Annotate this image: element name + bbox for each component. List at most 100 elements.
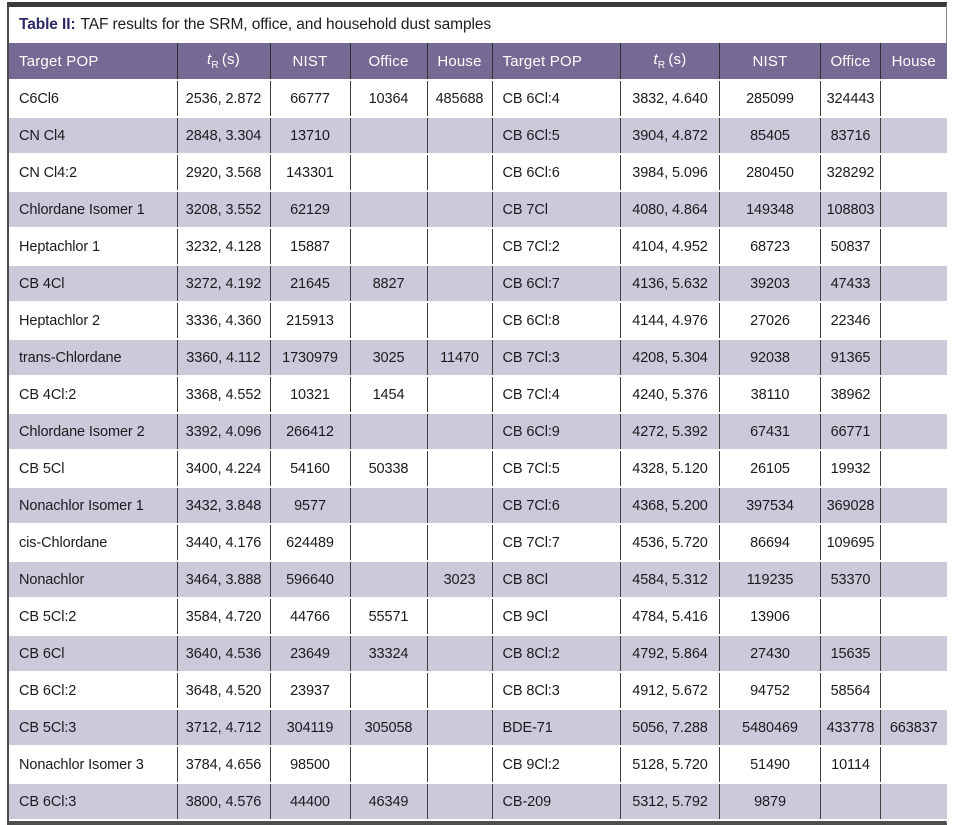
value-cell: 119235 [719, 561, 821, 599]
value-cell: 5128, 5.720 [620, 746, 720, 784]
value-cell: 3272, 4.192 [177, 265, 271, 303]
value-cell: 2920, 3.568 [177, 154, 271, 192]
value-cell [880, 117, 947, 155]
value-cell [880, 783, 947, 821]
target-pop-cell: trans-Chlordane [9, 339, 178, 377]
value-cell: 10114 [820, 746, 881, 784]
value-cell [880, 487, 947, 525]
value-cell [350, 672, 428, 710]
target-pop-cell: CB 6Cl [9, 635, 178, 673]
table-row: Nonachlor Isomer 3 3784, 4.656 98500 [9, 746, 493, 784]
value-cell: 46349 [350, 783, 428, 821]
value-cell: 397534 [719, 487, 821, 525]
target-pop-cell: CB 8Cl:3 [492, 672, 621, 710]
target-pop-cell: CB 7Cl:6 [492, 487, 621, 525]
value-cell: 3904, 4.872 [620, 117, 720, 155]
value-cell: 143301 [270, 154, 351, 192]
value-cell: 3432, 3.848 [177, 487, 271, 525]
value-cell: 3640, 4.536 [177, 635, 271, 673]
table-row: CB 6Cl:2 3648, 4.520 23937 [9, 672, 493, 710]
value-cell: 38110 [719, 376, 821, 414]
value-cell: 9879 [719, 783, 821, 821]
value-cell: 3712, 4.712 [177, 709, 271, 747]
value-cell: 10321 [270, 376, 351, 414]
value-cell: 94752 [719, 672, 821, 710]
value-cell: 485688 [427, 80, 493, 118]
target-pop-cell: CB 7Cl:2 [492, 228, 621, 266]
target-pop-cell: CB 6Cl:8 [492, 302, 621, 340]
value-cell: 83716 [820, 117, 881, 155]
value-cell [880, 191, 947, 229]
value-cell [350, 302, 428, 340]
table-row: CB 9Cl:2 5128, 5.720 51490 10114 [492, 746, 947, 784]
value-cell: 68723 [719, 228, 821, 266]
value-cell: 324443 [820, 80, 881, 118]
results-tables: Target POP tR (s) NIST Office House C6Cl6… [9, 43, 947, 821]
value-cell [880, 450, 947, 488]
value-cell [350, 746, 428, 784]
tr-unit: (s) [221, 51, 240, 68]
value-cell: 15635 [820, 635, 881, 673]
table-row: Chlordane Isomer 1 3208, 3.552 62129 [9, 191, 493, 229]
tr-symbol: t [653, 51, 658, 68]
table-row: CB 4Cl:2 3368, 4.552 10321 1454 [9, 376, 493, 414]
target-pop-cell: cis-Chlordane [9, 524, 178, 562]
table-title-label: Table II: [19, 16, 76, 33]
table-row: CB 7Cl:6 4368, 5.200 397534 369028 [492, 487, 947, 525]
table-row: CB 6Cl:9 4272, 5.392 67431 66771 [492, 413, 947, 451]
value-cell: 3784, 4.656 [177, 746, 271, 784]
value-cell: 11470 [427, 339, 493, 377]
target-pop-cell: CB 5Cl:2 [9, 598, 178, 636]
value-cell [880, 154, 947, 192]
target-pop-cell: CB 4Cl:2 [9, 376, 178, 414]
value-cell [880, 598, 947, 636]
value-cell: 51490 [719, 746, 821, 784]
value-cell: 86694 [719, 524, 821, 562]
value-cell: 433778 [820, 709, 881, 747]
value-cell: 3400, 4.224 [177, 450, 271, 488]
tr-symbol: t [207, 51, 212, 68]
column-header-retention-time: tR (s) [620, 43, 720, 81]
value-cell: 85405 [719, 117, 821, 155]
value-cell [880, 228, 947, 266]
value-cell [427, 117, 493, 155]
value-cell: 21645 [270, 265, 351, 303]
value-cell: 4584, 5.312 [620, 561, 720, 599]
table-row: C6Cl6 2536, 2.872 66777 10364 485688 [9, 80, 493, 118]
value-cell: 44766 [270, 598, 351, 636]
value-cell [427, 154, 493, 192]
column-header-nist: NIST [270, 43, 351, 81]
value-cell [427, 191, 493, 229]
target-pop-cell: CB 9Cl [492, 598, 621, 636]
value-cell [350, 487, 428, 525]
value-cell: 54160 [270, 450, 351, 488]
value-cell: 13710 [270, 117, 351, 155]
value-cell: 109695 [820, 524, 881, 562]
value-cell [350, 117, 428, 155]
table-row: CB 5Cl 3400, 4.224 54160 50338 [9, 450, 493, 488]
value-cell: 66777 [270, 80, 351, 118]
table-row: CB 7Cl:4 4240, 5.376 38110 38962 [492, 376, 947, 414]
value-cell: 4136, 5.632 [620, 265, 720, 303]
value-cell: 1730979 [270, 339, 351, 377]
value-cell: 3336, 4.360 [177, 302, 271, 340]
value-cell [427, 413, 493, 451]
column-header-nist: NIST [719, 43, 821, 81]
value-cell: 4240, 5.376 [620, 376, 720, 414]
value-cell: 328292 [820, 154, 881, 192]
value-cell: 4368, 5.200 [620, 487, 720, 525]
value-cell: 369028 [820, 487, 881, 525]
value-cell [880, 265, 947, 303]
table-row: CB 6Cl:3 3800, 4.576 44400 46349 [9, 783, 493, 821]
value-cell: 44400 [270, 783, 351, 821]
table-row: CB 6Cl:6 3984, 5.096 280450 328292 [492, 154, 947, 192]
target-pop-cell: Chlordane Isomer 1 [9, 191, 178, 229]
value-cell: 39203 [719, 265, 821, 303]
value-cell: 4272, 5.392 [620, 413, 720, 451]
value-cell [427, 228, 493, 266]
value-cell: 4144, 4.976 [620, 302, 720, 340]
value-cell [820, 783, 881, 821]
table-row: CB 6Cl:5 3904, 4.872 85405 83716 [492, 117, 947, 155]
table-row: CB 5Cl:2 3584, 4.720 44766 55571 [9, 598, 493, 636]
value-cell: 4792, 5.864 [620, 635, 720, 673]
